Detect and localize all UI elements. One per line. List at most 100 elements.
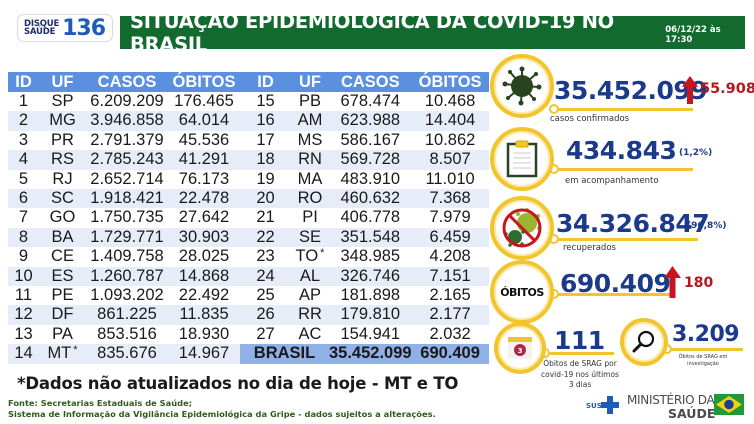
cell-id: 10 bbox=[8, 266, 39, 287]
caption-line: 3 dias bbox=[568, 380, 592, 389]
cell-cases: 2.652.714 bbox=[90, 169, 164, 188]
table-row: 2 MG 3.946.858 64.014 bbox=[8, 111, 240, 131]
cell-uf: RO bbox=[291, 189, 329, 209]
cell-deaths: 2.177 bbox=[411, 305, 489, 325]
arrow-up-icon bbox=[664, 266, 681, 298]
cell-id: 3 bbox=[18, 130, 29, 149]
srag-investigation-value: 3.209 bbox=[672, 322, 740, 347]
cell-uf: PR bbox=[51, 130, 74, 149]
cell-uf: RS bbox=[39, 150, 86, 170]
cell-cases: 569.728 bbox=[329, 150, 412, 170]
deaths-label: ÓBITOS bbox=[500, 285, 544, 299]
cell-deaths: 4.208 bbox=[429, 247, 471, 266]
cell-id: 27 bbox=[256, 324, 275, 343]
cell-deaths: 7.979 bbox=[429, 208, 471, 227]
table-row: 9 CE 1.409.758 28.025 bbox=[8, 247, 240, 266]
cell-uf: PA bbox=[52, 324, 73, 343]
uf-code: MT bbox=[47, 344, 72, 363]
table-header-row: ID UF CASOS ÓBITOS bbox=[240, 72, 489, 92]
srag-investigation-underline bbox=[665, 348, 743, 351]
cell-id: 22 bbox=[240, 227, 291, 248]
caption-line: covid-19 nos últimos bbox=[541, 369, 619, 379]
table-row: 5 RJ 2.652.714 76.173 bbox=[8, 170, 240, 189]
cell-cases: 483.910 bbox=[340, 169, 401, 188]
table-row: 21 PI 406.778 7.979 bbox=[240, 208, 489, 227]
monitoring-pct: (1,2%) bbox=[679, 148, 713, 158]
cell-cases: 1.260.787 bbox=[86, 266, 168, 287]
srag-recent-underline bbox=[544, 352, 614, 355]
cell-uf: TO * bbox=[291, 247, 329, 266]
footnote: *Dados não atualizados no dia de hoje - … bbox=[17, 374, 459, 393]
cell-cases: 1.093.202 bbox=[90, 286, 164, 305]
cell-deaths: 14.868 bbox=[168, 266, 240, 287]
cell-cases: 861.225 bbox=[86, 305, 168, 325]
cell-deaths: 7.368 bbox=[411, 189, 489, 209]
table-row: 8 BA 1.729.771 30.903 bbox=[8, 227, 240, 248]
cell-deaths: 2.165 bbox=[429, 286, 471, 305]
cell-uf: BA bbox=[39, 227, 86, 248]
svg-text:3: 3 bbox=[518, 347, 523, 355]
cell-uf: MA bbox=[297, 169, 323, 188]
confirmed-caption: casos confirmados bbox=[550, 114, 630, 124]
cell-id: 12 bbox=[8, 305, 39, 325]
table-row: 26 RR 179.810 2.177 bbox=[240, 305, 489, 325]
cell-id: 25 bbox=[256, 286, 275, 305]
caption-line: investigação bbox=[687, 361, 719, 367]
cell-cases: 460.632 bbox=[329, 189, 412, 209]
cell-id: 18 bbox=[240, 150, 291, 170]
ministry-line-1: MINISTÉRIO DA bbox=[627, 393, 715, 407]
cell-cases: 835.676 bbox=[86, 344, 168, 364]
table-row: 16 AM 623.988 14.404 bbox=[240, 111, 489, 131]
sources: Fonte: Secretarias Estaduais de Saúde; S… bbox=[8, 398, 436, 420]
cell-uf: SE bbox=[291, 227, 329, 248]
table-header-row: ID UF CASOS ÓBITOS bbox=[8, 72, 240, 92]
cell-id: 13 bbox=[14, 324, 33, 343]
cell-id: 15 bbox=[256, 92, 275, 110]
col-header-deaths: ÓBITOS bbox=[168, 72, 240, 92]
confirmed-icon-circle bbox=[490, 54, 554, 118]
cell-uf: SC bbox=[39, 189, 86, 209]
calendar-icon: 3 bbox=[508, 337, 532, 359]
col-header-uf: UF bbox=[291, 72, 329, 92]
cell-id: 17 bbox=[256, 130, 275, 149]
cell-uf: AM bbox=[291, 111, 329, 131]
not-updated-marker: * bbox=[320, 247, 325, 260]
table-row: 20 RO 460.632 7.368 bbox=[240, 189, 489, 209]
cell-uf: SP bbox=[51, 92, 74, 110]
confirmed-underline bbox=[553, 108, 693, 111]
total-row: BRASIL 35.452.099 690.409 bbox=[240, 344, 489, 364]
table-row: 17 MS 586.167 10.862 bbox=[240, 131, 489, 150]
cell-cases: 406.778 bbox=[340, 208, 401, 227]
cell-cases: 678.474 bbox=[340, 92, 401, 110]
cell-cases: 326.746 bbox=[329, 266, 412, 287]
cell-deaths: 10.468 bbox=[424, 92, 476, 110]
cell-uf: PB bbox=[298, 92, 321, 110]
cell-cases: 623.988 bbox=[329, 111, 412, 131]
total-cases: 35.452.099 bbox=[329, 344, 412, 364]
cell-id: 21 bbox=[256, 208, 275, 227]
table-row: 11 PE 1.093.202 22.492 bbox=[8, 286, 240, 305]
logo-number: 136 bbox=[62, 15, 106, 41]
table-row: 25 AP 181.898 2.165 bbox=[240, 286, 489, 305]
cell-uf: RN bbox=[291, 150, 329, 170]
confirmed-delta: 55.908 bbox=[700, 81, 754, 97]
table-row: 24 AL 326.746 7.151 bbox=[240, 266, 489, 287]
page-title: SITUAÇÃO EPIDEMIOLÓGICA DA COVID-19 NO B… bbox=[130, 9, 614, 56]
disque-saude-136-logo: DISQUE SAÚDE 136 bbox=[17, 14, 113, 42]
cell-cases: 586.167 bbox=[340, 130, 401, 149]
cell-id: 14 bbox=[8, 344, 39, 364]
cell-cases: 1.729.771 bbox=[86, 227, 168, 248]
cell-deaths: 30.903 bbox=[168, 227, 240, 248]
confirmed-dot bbox=[549, 104, 559, 114]
cell-deaths: 22.478 bbox=[168, 189, 240, 209]
arrow-up-icon bbox=[682, 76, 698, 104]
cell-cases: 6.209.209 bbox=[90, 92, 164, 110]
cell-uf: RR bbox=[291, 305, 329, 325]
col-header-cases: CASOS bbox=[329, 72, 412, 92]
cell-uf: MS bbox=[297, 130, 323, 149]
col-header-id: ID bbox=[8, 72, 39, 92]
table-row: 14 MT * 835.676 14.967 bbox=[8, 344, 240, 364]
clipboard-icon bbox=[506, 140, 538, 178]
cell-uf: PI bbox=[302, 208, 318, 227]
deaths-underline bbox=[553, 293, 671, 296]
